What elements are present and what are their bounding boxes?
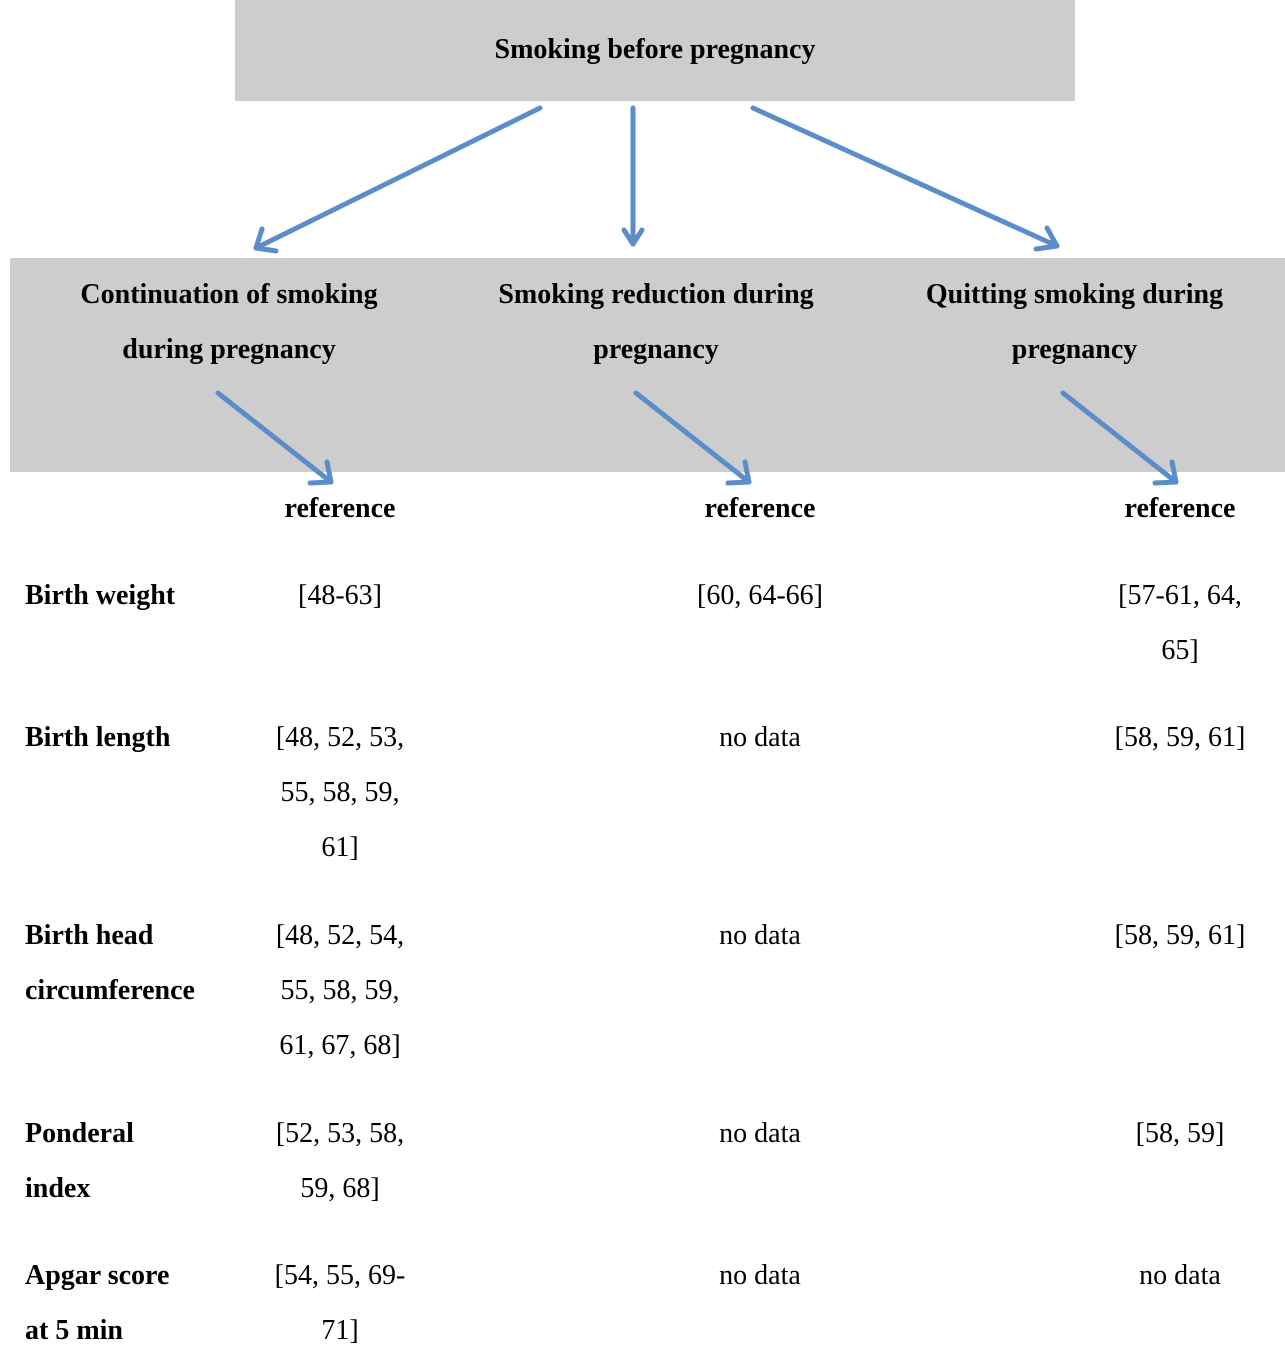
cell-line: [48-63]: [298, 580, 382, 611]
reference-header-quitting: reference: [1124, 493, 1236, 524]
row-label-line2: index: [25, 1173, 91, 1204]
cell-birth-head-continuation: [48, 52, 54, 55, 58, 59, 61, 67, 68]: [250, 908, 430, 1073]
cell-line: no data: [719, 1118, 801, 1149]
cell-birth-head-quitting: [58, 59, 61]: [1090, 908, 1270, 963]
cell-birth-weight-reduction: [60, 64-66]: [640, 568, 880, 623]
row-label-birth-length: Birth length: [25, 710, 245, 765]
cell-line: [58, 59, 61]: [1114, 920, 1246, 951]
cell-line: [54, 55, 69-: [274, 1260, 406, 1291]
cell-birth-weight-quitting: [57-61, 64, 65]: [1095, 568, 1265, 678]
category-reduction: Smoking reduction during pregnancy: [448, 267, 864, 377]
category-quitting-line1: Quitting smoking during: [925, 279, 1224, 310]
cell-ponderal-continuation: [52, 53, 58, 59, 68]: [250, 1106, 430, 1216]
arrow-to-continuation: [253, 105, 543, 254]
cell-line: [48, 52, 53,: [275, 722, 405, 753]
cell-apgar-reduction: no data: [640, 1248, 880, 1303]
cell-apgar-quitting: no data: [1090, 1248, 1270, 1303]
cell-birth-weight-continuation: [48-63]: [260, 568, 420, 623]
arrow-to-reduction: [621, 105, 645, 247]
cell-line: no data: [1139, 1260, 1221, 1291]
top-box-label: Smoking before pregnancy: [494, 34, 816, 65]
cell-birth-length-reduction: no data: [640, 710, 880, 765]
row-label-line1: Birth length: [25, 722, 171, 753]
cell-line: [57-61, 64,: [1118, 580, 1242, 611]
cell-line: 59, 68]: [300, 1173, 380, 1204]
cell-line: no data: [719, 920, 801, 951]
cell-line: no data: [719, 1260, 801, 1291]
row-label-line1: Birth head: [25, 920, 154, 951]
cell-line: 71]: [321, 1315, 359, 1346]
cell-birth-length-quitting: [58, 59, 61]: [1090, 710, 1270, 765]
cell-line: 55, 58, 59,: [280, 975, 400, 1006]
row-label-apgar-score: Apgar score at 5 min: [25, 1248, 245, 1358]
cell-ponderal-reduction: no data: [640, 1106, 880, 1161]
row-label-line1: Apgar score: [25, 1260, 170, 1291]
category-quitting: Quitting smoking during pregnancy: [864, 267, 1285, 377]
category-quitting-line2: pregnancy: [1011, 334, 1138, 365]
row-label-line1: Birth weight: [25, 580, 176, 611]
cell-birth-length-continuation: [48, 52, 53, 55, 58, 59, 61]: [250, 710, 430, 875]
category-continuation-line1: Continuation of smoking: [80, 279, 378, 310]
cell-line: 61, 67, 68]: [279, 1030, 401, 1061]
row-label-line1: Ponderal: [25, 1118, 134, 1149]
category-continuation-line2: during pregnancy: [122, 334, 336, 365]
reference-header-reduction: reference: [704, 493, 816, 524]
cell-line: [52, 53, 58,: [275, 1118, 405, 1149]
row-label-birth-weight: Birth weight: [25, 568, 245, 623]
row-label-ponderal-index: Ponderal index: [25, 1106, 245, 1216]
row-label-line2: at 5 min: [25, 1315, 123, 1346]
cell-line: 61]: [321, 832, 359, 863]
cell-line: [48, 52, 54,: [275, 920, 405, 951]
cell-line: [60, 64-66]: [697, 580, 823, 611]
row-label-line2: circumference: [25, 975, 195, 1006]
category-reduction-line2: pregnancy: [593, 334, 719, 365]
row-label-birth-head-circumference: Birth head circumference: [25, 908, 245, 1018]
reference-header-continuation: reference: [284, 493, 396, 524]
cell-ponderal-quitting: [58, 59]: [1090, 1106, 1270, 1161]
cell-line: [58, 59]: [1135, 1118, 1225, 1149]
cell-apgar-continuation: [54, 55, 69- 71]: [250, 1248, 430, 1358]
top-box: [235, 0, 1075, 101]
cell-line: 65]: [1161, 635, 1199, 666]
cell-line: 55, 58, 59,: [280, 777, 400, 808]
category-reduction-line1: Smoking reduction during: [498, 279, 814, 310]
cell-line: [58, 59, 61]: [1114, 722, 1246, 753]
arrow-to-quitting: [750, 105, 1060, 252]
cell-line: no data: [719, 722, 801, 753]
cell-birth-head-reduction: no data: [640, 908, 880, 963]
category-continuation: Continuation of smoking during pregnancy: [10, 267, 448, 377]
